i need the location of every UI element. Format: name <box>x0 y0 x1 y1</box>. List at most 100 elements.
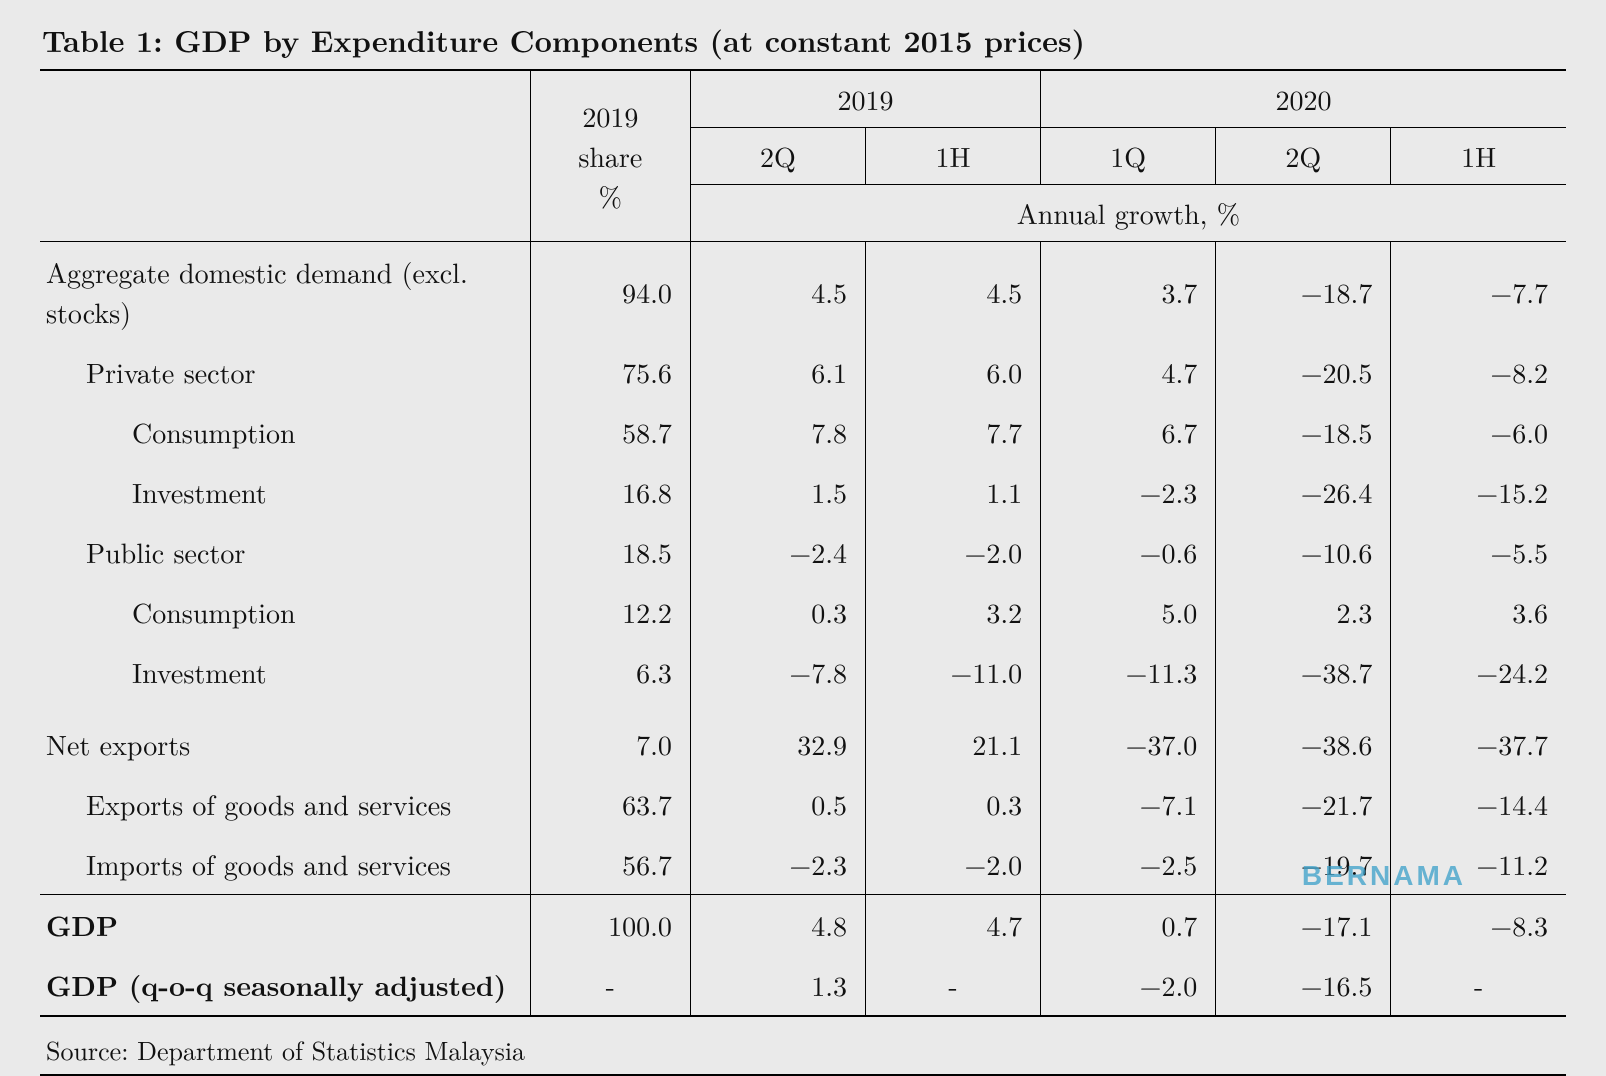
table-row: Public sector18.5−2.4−2.0−0.6−10.6−5.5 <box>40 522 1566 582</box>
row-value: 6.3 <box>530 642 690 702</box>
table-row: Consumption58.77.87.76.7−18.5−6.0 <box>40 402 1566 462</box>
row-label: Exports of goods and services <box>40 774 530 834</box>
row-value: 0.5 <box>690 774 865 834</box>
table-source: Source: Department of Statistics Malaysi… <box>40 1016 1566 1075</box>
row-value: −20.5 <box>1216 342 1391 402</box>
row-label: Consumption <box>40 402 530 462</box>
page: Table 1: GDP by Expenditure Components (… <box>0 0 1606 956</box>
table-row: GDP100.04.84.70.7−17.1−8.3 <box>40 895 1566 956</box>
gdp-table: 2019 share % 2019 2020 2Q 1H 1Q 2Q 1H An… <box>40 69 1566 1076</box>
row-value: −18.5 <box>1216 402 1391 462</box>
row-value: 18.5 <box>530 522 690 582</box>
row-value: 0.7 <box>1041 895 1216 956</box>
header-share: 2019 share % <box>530 70 690 242</box>
row-value: 1.5 <box>690 462 865 522</box>
table-row: Net exports7.032.921.1−37.0−38.6−37.7 <box>40 702 1566 774</box>
row-value: 3.7 <box>1041 242 1216 343</box>
row-value: 56.7 <box>530 834 690 895</box>
header-share-line: 2019 <box>539 96 682 136</box>
row-value: −38.6 <box>1216 702 1391 774</box>
row-value: 21.1 <box>866 702 1041 774</box>
row-label: Consumption <box>40 582 530 642</box>
row-label: Private sector <box>40 342 530 402</box>
row-value: 32.9 <box>690 702 865 774</box>
row-label: Net exports <box>40 702 530 774</box>
row-value: −21.7 <box>1216 774 1391 834</box>
table-row: Exports of goods and services63.70.50.3−… <box>40 774 1566 834</box>
row-value: 6.1 <box>690 342 865 402</box>
row-value: 4.5 <box>866 242 1041 343</box>
header-year-2020: 2020 <box>1041 70 1566 128</box>
row-value: −0.6 <box>1041 522 1216 582</box>
row-value: −7.8 <box>690 642 865 702</box>
row-value: 1.3 <box>690 955 865 1016</box>
row-value: −15.2 <box>1391 462 1566 522</box>
row-value: −17.1 <box>1216 895 1391 956</box>
table-row: Consumption12.20.33.25.02.33.6 <box>40 582 1566 642</box>
header-share-line: share <box>539 136 682 176</box>
row-value: −14.4 <box>1391 774 1566 834</box>
row-value: −11.0 <box>866 642 1041 702</box>
row-value: −19.7 <box>1216 834 1391 895</box>
row-label: GDP <box>40 895 530 956</box>
row-value: −2.3 <box>1041 462 1216 522</box>
row-value: −5.5 <box>1391 522 1566 582</box>
row-value: −37.0 <box>1041 702 1216 774</box>
table-row: Private sector75.66.16.04.7−20.5−8.2 <box>40 342 1566 402</box>
header-annual-growth: Annual growth, % <box>690 185 1566 242</box>
row-value: 3.2 <box>866 582 1041 642</box>
row-value: −2.0 <box>1041 955 1216 1016</box>
row-value: 0.3 <box>866 774 1041 834</box>
row-value: −18.7 <box>1216 242 1391 343</box>
row-value: 1.1 <box>866 462 1041 522</box>
row-value: - <box>866 955 1041 1016</box>
row-value: 58.7 <box>530 402 690 462</box>
row-value: 12.2 <box>530 582 690 642</box>
row-value: - <box>1391 955 1566 1016</box>
row-value: −6.0 <box>1391 402 1566 462</box>
header-share-line: % <box>539 176 682 216</box>
row-label: Aggregate domestic demand (excl. stocks) <box>40 242 530 343</box>
row-value: −11.3 <box>1041 642 1216 702</box>
table-body: Aggregate domestic demand (excl. stocks)… <box>40 242 1566 1076</box>
row-value: 6.0 <box>866 342 1041 402</box>
row-value: −8.2 <box>1391 342 1566 402</box>
row-value: 75.6 <box>530 342 690 402</box>
table-footer-row: Source: Department of Statistics Malaysi… <box>40 1016 1566 1075</box>
row-value: 0.3 <box>690 582 865 642</box>
row-value: 16.8 <box>530 462 690 522</box>
table-row: GDP (q-o-q seasonally adjusted)-1.3-−2.0… <box>40 955 1566 1016</box>
row-value: −10.6 <box>1216 522 1391 582</box>
row-value: 4.7 <box>866 895 1041 956</box>
row-value: −2.3 <box>690 834 865 895</box>
row-value: −7.7 <box>1391 242 1566 343</box>
row-value: −26.4 <box>1216 462 1391 522</box>
row-value: −16.5 <box>1216 955 1391 1016</box>
row-value: −11.2 <box>1391 834 1566 895</box>
row-value: - <box>530 955 690 1016</box>
row-label: Imports of goods and services <box>40 834 530 895</box>
row-value: 5.0 <box>1041 582 1216 642</box>
row-value: −2.4 <box>690 522 865 582</box>
header-blank <box>40 70 530 242</box>
row-value: 2.3 <box>1216 582 1391 642</box>
table-row: Imports of goods and services56.7−2.3−2.… <box>40 834 1566 895</box>
header-sub: 1H <box>1391 128 1566 185</box>
row-value: −7.1 <box>1041 774 1216 834</box>
row-value: 100.0 <box>530 895 690 956</box>
row-value: 4.7 <box>1041 342 1216 402</box>
row-value: −37.7 <box>1391 702 1566 774</box>
header-sub: 1H <box>866 128 1041 185</box>
table-row: Investment16.81.51.1−2.3−26.4−15.2 <box>40 462 1566 522</box>
row-value: −8.3 <box>1391 895 1566 956</box>
row-value: −2.5 <box>1041 834 1216 895</box>
row-value: −2.0 <box>866 834 1041 895</box>
row-value: 4.5 <box>690 242 865 343</box>
row-value: −38.7 <box>1216 642 1391 702</box>
table-row: Investment6.3−7.8−11.0−11.3−38.7−24.2 <box>40 642 1566 702</box>
table-title: Table 1: GDP by Expenditure Components (… <box>42 18 1566 61</box>
row-value: 3.6 <box>1391 582 1566 642</box>
row-value: 7.8 <box>690 402 865 462</box>
header-sub: 2Q <box>690 128 865 185</box>
row-value: 6.7 <box>1041 402 1216 462</box>
